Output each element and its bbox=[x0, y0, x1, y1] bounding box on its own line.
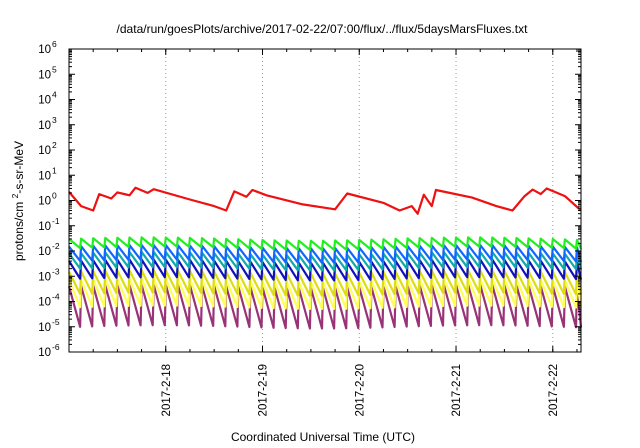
series-line bbox=[67, 283, 583, 330]
y-axis-label-unit: -s-sr-MeV bbox=[12, 141, 26, 194]
y-tick-label: 10 bbox=[38, 196, 51, 208]
y-tick-exponent: -4 bbox=[52, 292, 60, 302]
y-tick-exponent: 1 bbox=[52, 165, 57, 175]
series-line bbox=[68, 186, 582, 215]
x-tick-label: 2017-2-22 bbox=[548, 364, 560, 416]
y-axis-label-text: protons/cm bbox=[12, 202, 26, 261]
x-tick-label: 2017-2-18 bbox=[161, 364, 173, 416]
y-tick-exponent: 0 bbox=[52, 191, 57, 201]
series-line bbox=[68, 258, 583, 282]
y-tick-label: 10 bbox=[38, 246, 51, 258]
y-tick-label: 10 bbox=[38, 322, 51, 334]
y-tick-label: 10 bbox=[38, 221, 51, 233]
data-series bbox=[67, 186, 583, 330]
y-tick-exponent: 2 bbox=[52, 140, 57, 150]
y-axis-label-superscript: 2 bbox=[10, 193, 20, 198]
series-line bbox=[68, 269, 583, 297]
y-tick-exponent: 3 bbox=[52, 115, 57, 125]
x-tick-label: 2017-2-19 bbox=[258, 364, 270, 416]
y-tick-label: 10 bbox=[38, 297, 51, 309]
y-tick-label: 10 bbox=[38, 145, 51, 157]
x-tick-label: 2017-2-20 bbox=[354, 364, 366, 416]
series-line bbox=[67, 277, 583, 310]
y-axis-label: protons/cm 2-s-sr-MeV bbox=[10, 141, 26, 261]
y-tick-exponent: -3 bbox=[52, 266, 60, 276]
y-tick-label: 10 bbox=[38, 347, 51, 359]
y-tick-label: 10 bbox=[38, 95, 51, 107]
series-line bbox=[68, 236, 583, 251]
axis-ticks: 10 -610 -510 -410 -310 -210 -110 010 110 210 310 41… bbox=[38, 39, 581, 416]
y-tick-label: 10 bbox=[38, 69, 51, 81]
y-tick-exponent: 5 bbox=[52, 64, 57, 74]
y-tick-label: 10 bbox=[38, 120, 51, 132]
series-line bbox=[68, 243, 583, 264]
chart-title: /data/run/goesPlots/archive/2017-02-22/0… bbox=[117, 22, 529, 36]
y-tick-exponent: -1 bbox=[52, 216, 60, 226]
y-tick-exponent: -5 bbox=[52, 317, 60, 327]
y-tick-exponent: -2 bbox=[52, 241, 60, 251]
y-tick-label: 10 bbox=[38, 170, 51, 182]
y-tick-exponent: 4 bbox=[52, 90, 57, 100]
y-tick-exponent: -6 bbox=[52, 342, 60, 352]
x-axis-label: Coordinated Universal Time (UTC) bbox=[231, 430, 415, 444]
y-tick-label: 10 bbox=[38, 44, 51, 56]
y-tick-exponent: 6 bbox=[52, 39, 57, 49]
y-tick-label: 10 bbox=[38, 271, 51, 283]
x-tick-label: 2017-2-21 bbox=[451, 364, 463, 416]
series-line bbox=[68, 250, 583, 272]
